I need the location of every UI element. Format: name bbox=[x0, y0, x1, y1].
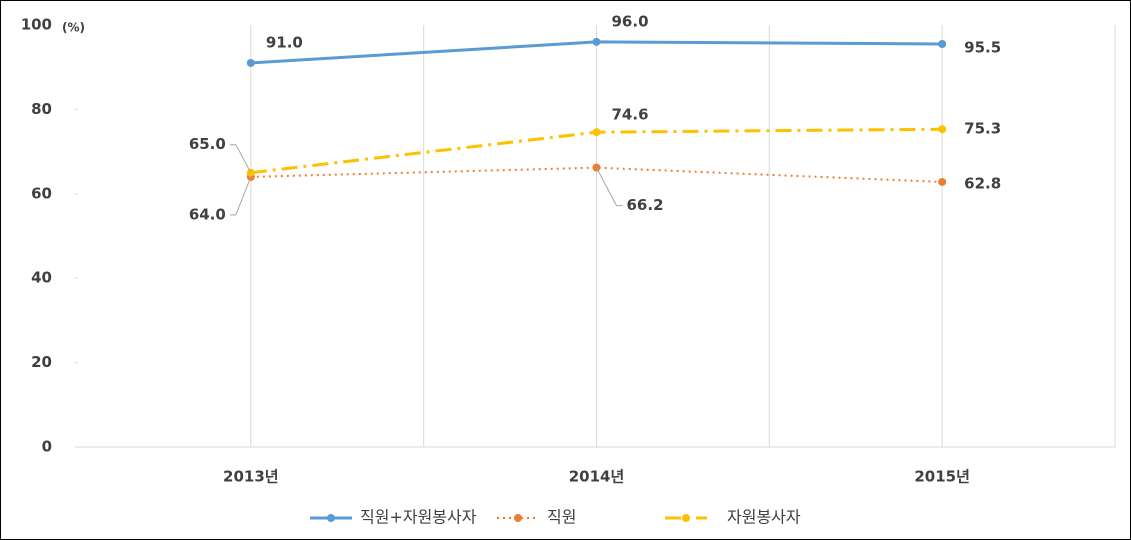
leader-line bbox=[596, 167, 623, 207]
legend-marker bbox=[514, 514, 522, 522]
leader-line bbox=[229, 144, 252, 173]
x-tick-label: 2015년 bbox=[914, 468, 970, 486]
data-label: 75.3 bbox=[964, 120, 1001, 138]
y-tick-label: 20 bbox=[31, 353, 52, 371]
legend-marker bbox=[682, 514, 690, 522]
data-label: 96.0 bbox=[612, 12, 649, 30]
data-label: 66.2 bbox=[627, 196, 664, 214]
data-label: 62.8 bbox=[964, 174, 1001, 192]
x-tick-label: 2014년 bbox=[569, 468, 625, 486]
series-line bbox=[250, 166, 943, 183]
legend-label: 직원+자원봉사자 bbox=[360, 508, 477, 527]
x-tick-label: 2013년 bbox=[223, 468, 279, 486]
data-point bbox=[938, 125, 947, 134]
data-label: 64.0 bbox=[189, 205, 226, 223]
legend-label: 직원 bbox=[547, 508, 576, 527]
data-label: 91.0 bbox=[266, 33, 303, 51]
data-point bbox=[246, 58, 255, 67]
y-tick-label: 40 bbox=[31, 269, 52, 287]
data-label: 74.6 bbox=[612, 106, 649, 124]
data-point bbox=[592, 128, 601, 137]
data-point bbox=[938, 177, 947, 186]
y-tick-label: 80 bbox=[31, 100, 52, 118]
data-label: 65.0 bbox=[189, 135, 226, 153]
y-tick-label: 100 bbox=[21, 16, 52, 34]
y-tick-label: 60 bbox=[31, 184, 52, 202]
legend-marker bbox=[327, 514, 335, 522]
data-point bbox=[938, 39, 947, 48]
data-label: 95.5 bbox=[964, 38, 1001, 56]
y-tick-label: 0 bbox=[42, 438, 52, 456]
y-axis-label: (%) bbox=[62, 21, 85, 35]
legend-label: 자원봉사자 bbox=[727, 508, 801, 527]
data-point bbox=[592, 37, 601, 46]
leader-line bbox=[229, 176, 252, 216]
